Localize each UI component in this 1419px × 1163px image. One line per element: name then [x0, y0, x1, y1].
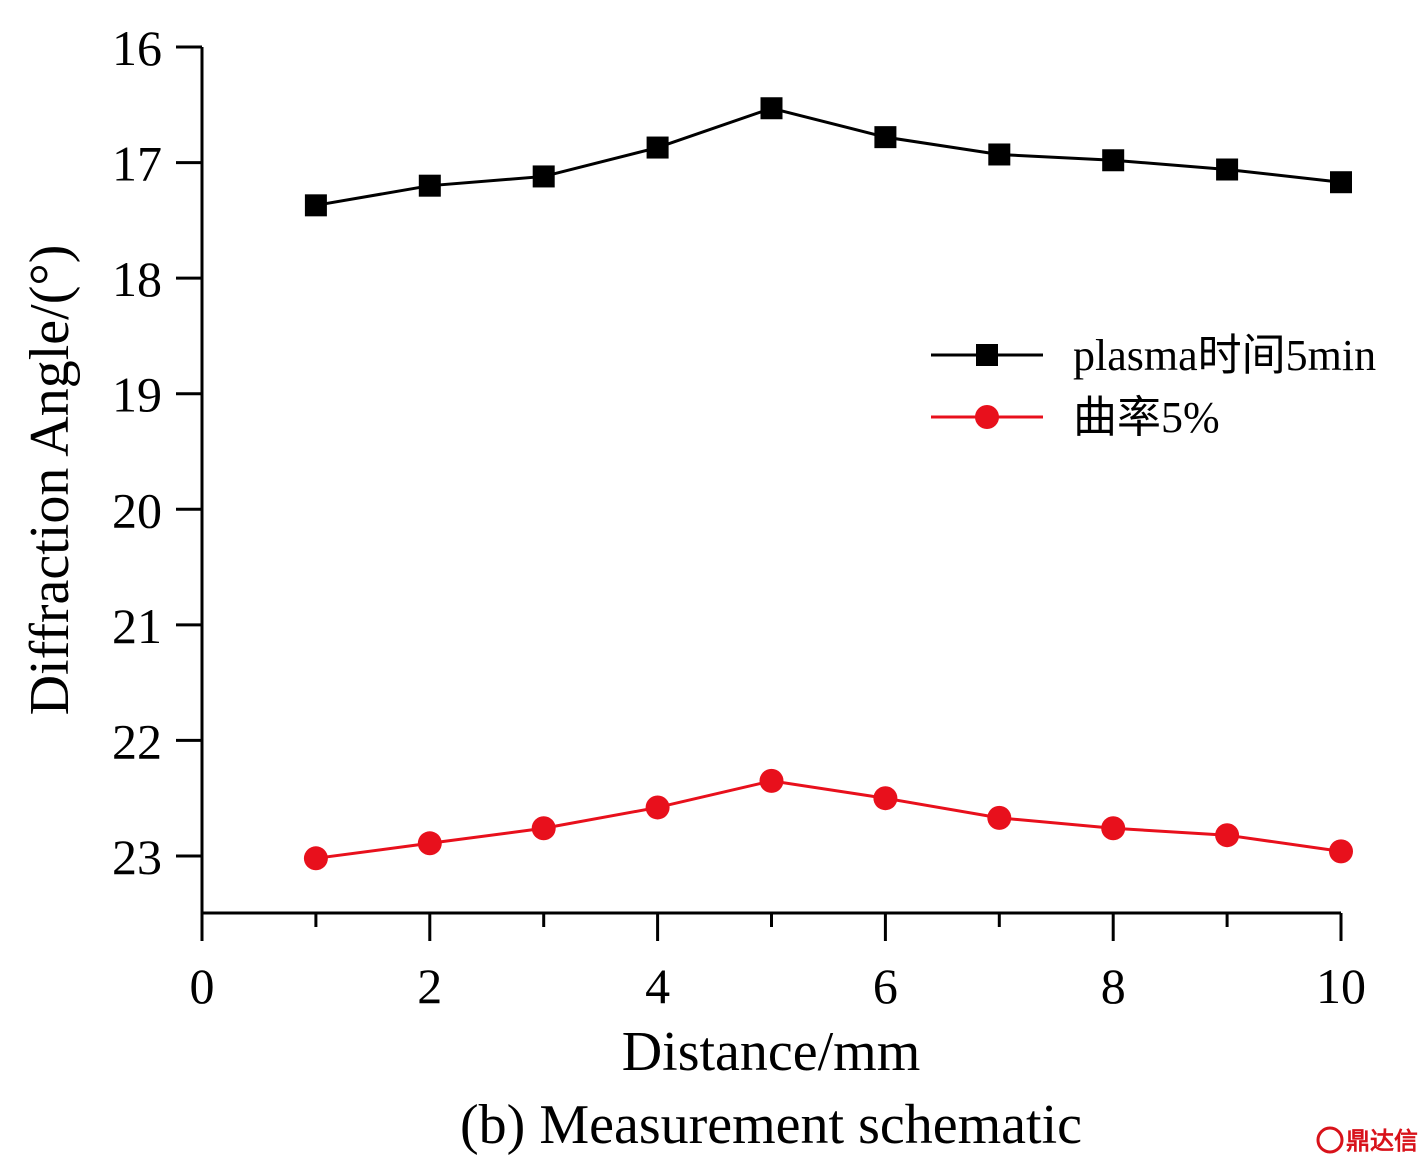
data-point: [646, 136, 669, 159]
data-point: [1215, 823, 1240, 848]
x-axis: 0 2 4 6 8 10: [190, 911, 1366, 1014]
y-tick-label: 18: [112, 251, 162, 307]
y-tick-label: 20: [112, 482, 162, 538]
x-tick-label: 10: [1316, 958, 1366, 1014]
series-2: [303, 768, 1353, 871]
y-tick-label: 21: [112, 598, 162, 654]
data-point: [645, 795, 670, 820]
x-tick-label: 2: [417, 958, 442, 1014]
data-point: [760, 97, 783, 120]
series-line: [315, 779, 1342, 860]
data-point: [304, 194, 327, 217]
y-tick-label: 17: [112, 136, 162, 192]
figure-caption: (b) Measurement schematic: [460, 1094, 1082, 1156]
data-point: [532, 165, 555, 188]
y-tick-label: 22: [112, 713, 162, 769]
y-axis: 16 17 18 19 20 21 22 23: [112, 20, 204, 913]
legend-label: 曲率5%: [1073, 393, 1220, 442]
series-layer: [303, 97, 1353, 871]
data-point: [1216, 158, 1239, 181]
y-tick-label: 16: [112, 20, 162, 76]
data-point: [759, 768, 784, 793]
series-1: [304, 97, 1352, 217]
data-point: [1329, 839, 1353, 864]
watermark-text: 鼎达信: [1346, 1127, 1418, 1155]
y-tick-label: 23: [112, 829, 162, 885]
y-tick-label: 19: [112, 367, 162, 423]
data-point: [303, 846, 328, 871]
y-axis-title: Diffraction Angle/(°): [19, 245, 81, 716]
data-point: [1102, 149, 1125, 172]
data-point: [874, 126, 897, 149]
x-tick-label: 8: [1101, 958, 1126, 1014]
legend-marker: [975, 405, 999, 429]
watermark-seal-icon: [1316, 1126, 1344, 1154]
data-point: [988, 143, 1011, 166]
series-line: [315, 106, 1342, 207]
legend-label: plasma时间5min: [1073, 331, 1376, 380]
x-tick-label: 4: [645, 958, 670, 1014]
x-tick-label: 0: [190, 958, 215, 1014]
data-point: [1101, 816, 1126, 841]
watermark-logo: 鼎达信: [1316, 1126, 1418, 1155]
data-point: [417, 831, 442, 856]
x-axis-title: Distance/mm: [622, 1021, 921, 1083]
data-point: [1330, 171, 1352, 194]
legend-marker: [976, 344, 998, 366]
data-point: [418, 174, 441, 197]
data-point: [987, 805, 1012, 830]
x-tick-label: 6: [873, 958, 898, 1014]
legend: plasma时间5min 曲率5%: [931, 331, 1376, 442]
data-point: [531, 816, 556, 841]
data-point: [873, 786, 898, 811]
